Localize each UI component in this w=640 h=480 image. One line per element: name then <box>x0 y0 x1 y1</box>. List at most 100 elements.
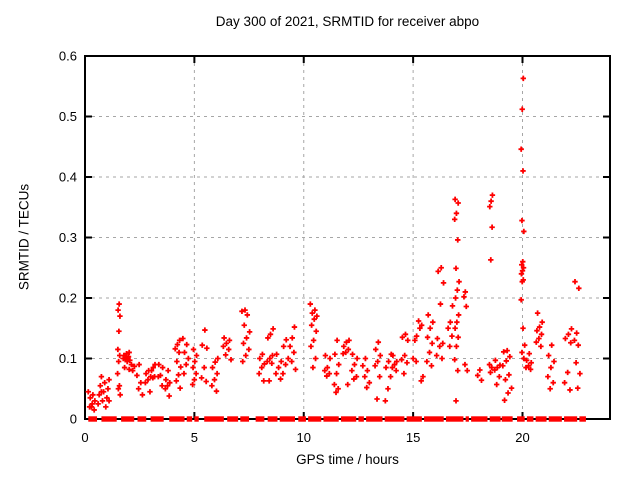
data-point <box>456 278 462 285</box>
data-point <box>437 301 444 307</box>
data-point <box>312 307 318 313</box>
data-point <box>204 345 210 351</box>
data-point <box>104 395 110 401</box>
data-point <box>85 389 91 395</box>
data-point <box>106 376 112 383</box>
data-point <box>487 369 494 376</box>
data-point <box>489 224 495 230</box>
data-point <box>391 361 398 368</box>
data-point <box>135 386 142 392</box>
data-point <box>375 339 382 345</box>
data-point <box>389 364 396 371</box>
data-point <box>278 358 284 365</box>
zero-band-segment <box>204 416 224 422</box>
zero-band-segment <box>548 416 562 422</box>
data-point <box>105 386 111 392</box>
data-point <box>209 364 216 371</box>
data-point <box>115 307 121 313</box>
data-point <box>366 380 373 386</box>
data-point <box>178 364 184 370</box>
data-point <box>362 355 369 362</box>
data-point <box>503 358 510 364</box>
data-point <box>562 335 569 342</box>
data-point <box>463 303 469 310</box>
data-point <box>322 352 329 359</box>
data-point <box>289 335 295 341</box>
data-point <box>275 364 282 371</box>
data-point <box>129 367 136 374</box>
y-tick-label: 0.4 <box>59 170 77 185</box>
data-point <box>261 378 267 384</box>
y-tick-label: 0.3 <box>59 230 77 245</box>
data-point <box>523 364 529 371</box>
data-point <box>492 357 499 364</box>
data-point <box>464 367 470 374</box>
data-point <box>461 294 467 300</box>
data-point <box>310 364 316 371</box>
data-point <box>440 280 447 286</box>
data-point <box>374 358 381 365</box>
data-point <box>292 366 299 373</box>
data-point <box>166 393 172 399</box>
data-point <box>489 364 495 371</box>
data-point <box>335 386 341 392</box>
data-point <box>573 360 579 366</box>
data-point <box>548 364 554 371</box>
x-tick-label: 20 <box>515 430 529 445</box>
data-point <box>474 372 481 379</box>
data-point <box>526 350 532 357</box>
data-point <box>308 322 315 328</box>
data-point <box>437 343 443 350</box>
data-point <box>519 268 526 274</box>
data-point <box>519 217 525 224</box>
data-point <box>181 349 188 356</box>
data-point <box>449 333 455 339</box>
data-point <box>336 361 342 368</box>
data-point <box>534 310 541 316</box>
data-point <box>405 337 411 344</box>
data-point <box>162 386 169 392</box>
data-point <box>438 265 444 271</box>
data-point <box>256 370 262 377</box>
x-axis-label: GPS time / hours <box>296 452 399 467</box>
data-point <box>117 313 123 319</box>
data-point <box>199 342 205 348</box>
zero-band-segment <box>298 416 306 422</box>
x-tick-label: 15 <box>406 430 420 445</box>
data-point <box>193 352 200 359</box>
zero-band-segment <box>267 416 278 422</box>
data-point <box>402 352 408 359</box>
zero-band-segment <box>358 416 364 422</box>
data-point <box>433 352 440 359</box>
data-point <box>259 364 265 371</box>
data-point <box>241 322 247 328</box>
data-point <box>285 355 291 362</box>
data-point <box>545 352 552 359</box>
data-point <box>487 203 493 210</box>
zero-band-segment <box>501 416 513 422</box>
data-point <box>488 198 494 204</box>
data-point <box>451 216 458 223</box>
data-point <box>399 334 406 341</box>
data-point <box>454 287 461 293</box>
data-point <box>165 367 171 374</box>
data-point <box>159 364 166 371</box>
data-point <box>427 325 433 331</box>
data-point <box>533 339 539 345</box>
data-point <box>267 355 273 362</box>
data-point <box>520 325 526 331</box>
data-point <box>343 339 350 345</box>
data-point <box>277 376 284 382</box>
data-point <box>576 285 582 292</box>
data-point <box>95 401 101 407</box>
data-point <box>453 398 459 404</box>
data-point <box>332 351 338 357</box>
data-point <box>575 342 581 348</box>
data-point <box>115 386 122 392</box>
data-point <box>172 346 178 352</box>
data-point <box>521 342 528 348</box>
data-point <box>212 359 218 365</box>
data-point <box>246 346 252 353</box>
data-point <box>564 369 571 376</box>
data-point <box>430 319 436 325</box>
